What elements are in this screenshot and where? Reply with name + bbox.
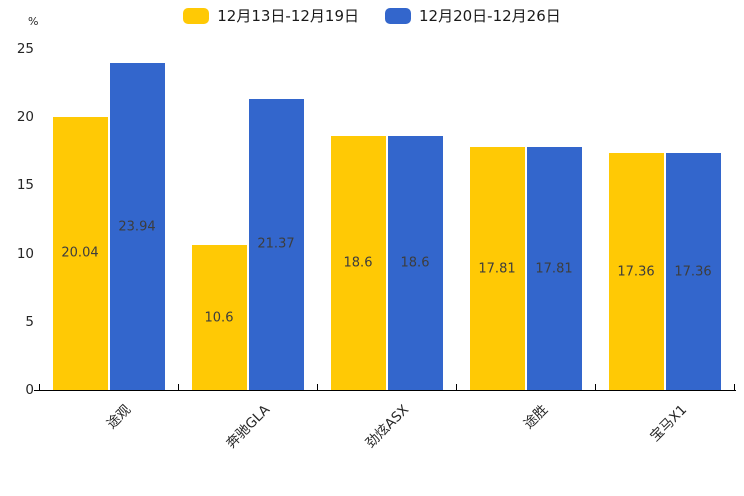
bar-week2 xyxy=(665,153,721,390)
bar-week1 xyxy=(330,136,386,390)
x-axis-tick xyxy=(734,384,735,390)
bar-value-label: 17.81 xyxy=(535,261,573,277)
bar-value-label: 21.37 xyxy=(257,236,295,252)
legend: 12月13日-12月19日 12月20日-12月26日 xyxy=(0,7,744,25)
bar-week1 xyxy=(191,245,247,390)
bar-week1 xyxy=(52,116,108,390)
x-category-label: 途胜 xyxy=(520,401,551,433)
bar-week2 xyxy=(109,63,165,390)
bar-value-label: 17.81 xyxy=(478,261,516,277)
x-category-label: 途观 xyxy=(103,401,134,433)
bar-value-label: 18.6 xyxy=(400,255,430,271)
y-tick-label: 15 xyxy=(16,177,34,194)
y-tick-label: 5 xyxy=(25,313,34,330)
bar-week1 xyxy=(608,153,664,390)
y-tick-label: 25 xyxy=(16,41,34,57)
bar-value-label: 23.94 xyxy=(118,219,156,235)
y-axis-unit-label: % xyxy=(28,15,39,28)
bar-week2 xyxy=(387,136,443,390)
bar-value-label: 17.36 xyxy=(674,264,712,280)
legend-item-week1: 12月13日-12月19日 xyxy=(183,7,359,25)
y-tick-label: 0 xyxy=(25,382,34,398)
legend-label-week1: 12月13日-12月19日 xyxy=(217,7,359,25)
bar-value-label: 17.36 xyxy=(617,264,655,280)
x-axis-tick xyxy=(456,384,457,390)
x-category-label: 宝马X1 xyxy=(646,401,690,445)
x-axis-tick xyxy=(178,384,179,390)
bar-value-label: 20.04 xyxy=(61,245,99,261)
bar-value-label: 10.6 xyxy=(204,310,234,326)
x-category-label: 奔驰GLA xyxy=(222,401,273,452)
legend-swatch-blue xyxy=(385,8,411,24)
bar-week2 xyxy=(248,98,304,390)
bar-week2 xyxy=(526,147,582,390)
x-axis-line xyxy=(34,390,736,391)
y-tick-label: 10 xyxy=(16,245,34,262)
legend-label-week2: 12月20日-12月26日 xyxy=(419,7,561,25)
x-axis-tick xyxy=(39,384,40,390)
x-axis-tick xyxy=(595,384,596,390)
bar-value-label: 18.6 xyxy=(343,255,373,271)
bar-week1 xyxy=(469,147,525,390)
x-category-label: 劲炫ASX xyxy=(362,401,412,452)
legend-item-week2: 12月20日-12月26日 xyxy=(385,7,561,25)
y-tick-label: 20 xyxy=(16,109,34,126)
x-axis-tick xyxy=(317,384,318,390)
legend-swatch-yellow xyxy=(183,8,210,24)
